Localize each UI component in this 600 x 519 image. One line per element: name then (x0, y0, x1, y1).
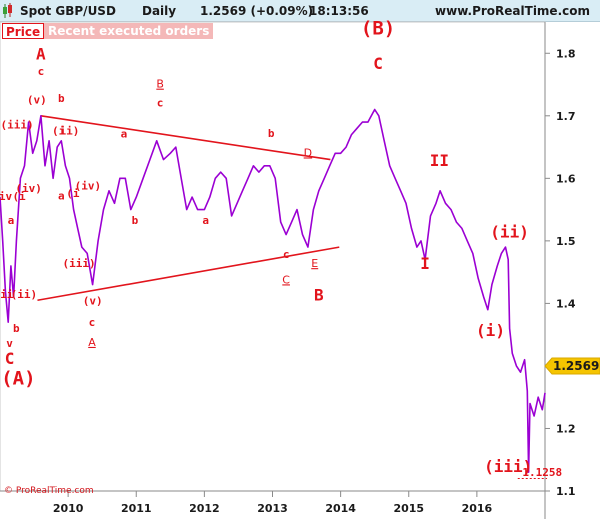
wave-label: (i) (476, 321, 505, 340)
price-series-layer (0, 108, 546, 474)
last-price-value: 1.2569 (553, 359, 599, 373)
wave-label: ii) (60, 125, 80, 138)
wave-label: a (8, 214, 15, 227)
wave-label: A (36, 45, 46, 64)
last-price-change: 1.2569 (+0.09%) (200, 4, 313, 18)
x-tick-label: 2013 (257, 502, 288, 515)
wave-label: b (268, 127, 275, 140)
tab-price[interactable]: Price (2, 23, 45, 39)
site-link[interactable]: www.ProRealTime.com (435, 4, 590, 18)
time-label: 18:13:56 (309, 4, 369, 18)
wave-label: (iv) (15, 182, 42, 195)
wave-label: B (156, 78, 164, 91)
trend-line[interactable] (37, 246, 340, 302)
trend-line[interactable] (40, 115, 331, 161)
wave-label: c (157, 96, 164, 109)
x-tick-label: 2014 (325, 502, 356, 515)
wave-label: 1.1258 (522, 466, 562, 479)
y-tick-label: 1.1 (556, 485, 576, 498)
wave-label: (ii) (490, 223, 529, 242)
wave-label: a (58, 190, 65, 203)
wave-label: b (13, 322, 20, 335)
wave-label: C (282, 273, 290, 286)
wave-label: (v) (83, 295, 103, 308)
timeframe-label: Daily (142, 4, 176, 18)
wave-label: iv (0, 190, 12, 203)
wave-label: a (202, 214, 209, 227)
wave-label: (iii) (62, 257, 95, 270)
wave-label: (iii) (0, 118, 33, 131)
wave-label: c (38, 65, 45, 78)
y-tick-label: 1.8 (556, 47, 576, 60)
x-tick-label: 2010 (53, 502, 84, 515)
tab-recent-orders[interactable]: Recent executed orders (44, 23, 214, 39)
wave-label: A (88, 336, 96, 349)
wave-label: (B) (361, 18, 395, 40)
wave-label: E (311, 257, 318, 270)
wave-label: I (420, 254, 430, 273)
candlestick-icon (3, 3, 12, 18)
instrument-title: Spot GBP/USD (20, 4, 116, 18)
x-tick-label: 2015 (393, 502, 424, 515)
wave-label: (iii) (484, 457, 532, 476)
wave-label: (v) (27, 93, 47, 106)
wave-label: C (5, 349, 15, 368)
y-tick-label: 1.2 (556, 422, 576, 435)
x-axis: 2010 2011 2012 2013 2014 2015 2016 (53, 491, 493, 515)
y-tick-label: 1.6 (556, 172, 576, 185)
wave-label: (i (12, 190, 26, 203)
y-tick-label: 1.5 (556, 235, 576, 248)
wave-label: v (6, 337, 13, 350)
x-tick-label: 2016 (462, 502, 493, 515)
wave-label: (i (52, 125, 66, 138)
wave-label: c (283, 248, 290, 261)
wave-label: b (58, 92, 65, 105)
wave-label: C (373, 54, 383, 73)
last-price-badge: 1.2569 (544, 357, 600, 375)
wave-label: II (430, 151, 449, 170)
wave-label: (i (66, 187, 80, 200)
wave-label: ii (0, 288, 14, 301)
wave-label: b (132, 214, 139, 227)
wave-label: c (89, 316, 96, 329)
wave-label: B (314, 285, 324, 304)
price-series-line (0, 108, 546, 474)
y-tick-label: 1.4 (556, 297, 576, 310)
wave-label: (ii) (11, 288, 38, 301)
y-axis: 1.81.71.61.51.41.31.21.1 (545, 47, 576, 498)
wave-label: D (304, 146, 312, 159)
x-tick-label: 2012 (189, 502, 220, 515)
wave-label: (A) (1, 368, 35, 390)
wave-label: a (121, 128, 128, 141)
trend-lines (37, 115, 340, 302)
x-tick-label: 2011 (121, 502, 152, 515)
y-tick-label: 1.7 (556, 110, 576, 123)
copyright-text: © ProRealTime.com (4, 486, 94, 496)
wave-label: (iv) (75, 180, 102, 193)
